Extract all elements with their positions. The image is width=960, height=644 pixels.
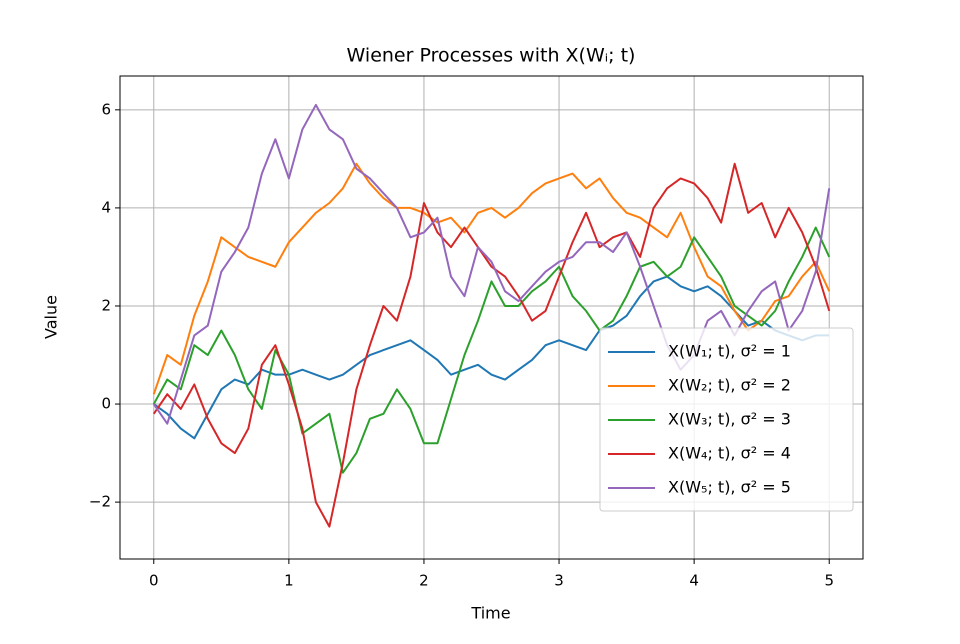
plot-frame — [119, 75, 864, 560]
legend-box — [599, 327, 854, 512]
y-axis-label: Value — [42, 295, 61, 339]
y-tick-label: 4 — [101, 198, 111, 216]
y-tick-label: 0 — [101, 395, 111, 413]
y-tick-label: 2 — [101, 296, 111, 314]
x-tick-label: 4 — [689, 572, 699, 590]
y-tick-label: 6 — [101, 100, 111, 118]
x-tick-label: 2 — [419, 572, 429, 590]
series-line — [152, 162, 831, 528]
series-line — [152, 103, 831, 425]
series-line — [152, 226, 831, 474]
x-tick-label: 0 — [149, 572, 159, 590]
y-tick-label: −2 — [89, 493, 111, 511]
x-tick-label: 3 — [554, 572, 564, 590]
series-line — [153, 275, 830, 440]
legend-label: X(W₃; t), σ² = 3 — [668, 410, 791, 429]
x-tick-label: 1 — [284, 572, 294, 590]
x-axis-label: Time — [470, 604, 510, 623]
legend-label: X(W₅; t), σ² = 5 — [668, 478, 791, 497]
chart-title: Wiener Processes with X(Wᵢ; t) — [347, 45, 636, 67]
x-tick-label: 5 — [824, 572, 834, 590]
legend-label: X(W₄; t), σ² = 4 — [668, 444, 791, 463]
legend-label: X(W₂; t), σ² = 2 — [668, 376, 791, 395]
legend-label: X(W₁; t), σ² = 1 — [668, 342, 791, 361]
series-line — [152, 162, 831, 395]
